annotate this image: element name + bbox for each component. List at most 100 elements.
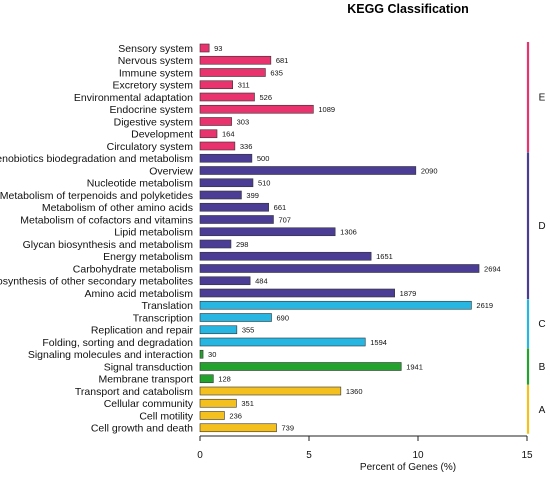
x-tick-label: 0 xyxy=(197,450,203,461)
bar xyxy=(199,153,253,163)
x-tick-label: 10 xyxy=(412,450,424,461)
bar-value-label: 93 xyxy=(214,44,222,53)
bar xyxy=(199,362,402,371)
bar xyxy=(199,178,254,188)
bar-value-label: 526 xyxy=(260,93,273,102)
bar xyxy=(199,398,237,408)
group-label: E xyxy=(539,93,546,104)
bar xyxy=(199,43,210,53)
bar xyxy=(199,313,272,322)
x-tick-label: 5 xyxy=(306,450,312,461)
group-label: B xyxy=(539,362,546,373)
category-label: Folding, sorting and degradation xyxy=(42,337,193,349)
bar xyxy=(199,276,251,286)
chart-title: KEGG Classification xyxy=(347,2,469,16)
bar xyxy=(199,349,204,359)
bar xyxy=(199,129,218,139)
bar xyxy=(199,288,395,298)
category-label: Xenobiotics biodegradation and metabolis… xyxy=(0,153,193,165)
bar-value-label: 303 xyxy=(237,117,250,126)
bars-layer: Sensory system 93 Nervous system 681 Immune … xyxy=(0,43,501,435)
bar-value-label: 1879 xyxy=(400,289,417,298)
bar xyxy=(199,166,417,175)
bar xyxy=(199,80,234,90)
bar-value-label: 681 xyxy=(276,56,289,65)
bar xyxy=(199,141,236,151)
bar-value-label: 164 xyxy=(222,130,235,139)
bar-value-label: 355 xyxy=(242,326,255,335)
category-label: Energy metabolism xyxy=(103,251,193,263)
category-label: Nervous system xyxy=(118,55,194,67)
bar xyxy=(199,423,277,433)
category-label: Signal transduction xyxy=(104,361,193,373)
bar-value-label: 484 xyxy=(255,277,268,286)
category-label: Digestive system xyxy=(114,116,194,128)
bar xyxy=(199,117,232,126)
category-label: Amino acid metabolism xyxy=(84,288,193,300)
bar xyxy=(199,411,225,420)
category-label: Nucleotide metabolism xyxy=(87,178,193,190)
bar xyxy=(199,202,269,212)
category-label: Overview xyxy=(149,165,193,177)
category-label: Environmental adaptation xyxy=(74,92,193,104)
category-label: Circulatory system xyxy=(107,141,194,153)
x-axis: 0 5 10 15 xyxy=(197,435,533,461)
category-label: Lipid metabolism xyxy=(114,227,193,239)
category-label: Transcription xyxy=(133,312,193,324)
bar-value-label: 739 xyxy=(282,424,295,433)
group-brackets: E D C B A xyxy=(526,42,546,434)
group-label: D xyxy=(538,221,545,232)
category-label: Carbohydrate metabolism xyxy=(73,263,193,275)
group-label: C xyxy=(538,319,545,330)
bar-value-label: 1306 xyxy=(340,228,357,237)
bar-value-label: 661 xyxy=(274,203,287,212)
bar-value-label: 2694 xyxy=(484,264,501,273)
bar xyxy=(199,337,366,347)
bar-value-label: 707 xyxy=(278,215,291,224)
bar xyxy=(199,374,214,384)
bar xyxy=(199,55,272,65)
bar-value-label: 399 xyxy=(246,191,259,200)
bar-value-label: 1651 xyxy=(376,252,393,261)
bar xyxy=(199,215,274,224)
category-label: Cellular community xyxy=(104,398,194,410)
category-label: Cell motility xyxy=(139,410,193,422)
bar-value-label: 236 xyxy=(229,411,242,420)
bar-value-label: 2619 xyxy=(476,301,493,310)
bar-value-label: 1941 xyxy=(406,362,423,371)
bar xyxy=(199,325,238,335)
bar-value-label: 351 xyxy=(241,399,254,408)
category-label: Cell growth and death xyxy=(91,423,193,435)
bar xyxy=(199,300,472,310)
bar-value-label: 298 xyxy=(236,240,249,249)
x-axis-title: Percent of Genes (%) xyxy=(360,462,456,473)
group-label: A xyxy=(539,405,546,416)
bar xyxy=(199,239,232,249)
category-label: Replication and repair xyxy=(91,325,194,337)
bar-value-label: 128 xyxy=(218,375,231,384)
bar xyxy=(199,92,255,102)
bar-value-label: 30 xyxy=(208,350,216,359)
category-label: Metabolism of other amino acids xyxy=(42,202,193,214)
bar-value-label: 336 xyxy=(240,142,253,151)
bar xyxy=(199,227,336,237)
category-label: Membrane transport xyxy=(98,374,193,386)
category-label: Immune system xyxy=(119,67,193,79)
category-label: Endocrine system xyxy=(110,104,194,116)
bar-value-label: 1360 xyxy=(346,387,363,396)
bar-value-label: 500 xyxy=(257,154,270,163)
category-label: Metabolism of cofactors and vitamins xyxy=(20,214,193,226)
category-label: Transport and catabolism xyxy=(75,386,193,398)
category-label: Development xyxy=(131,129,193,141)
bar xyxy=(199,251,372,261)
category-label: Signaling molecules and interaction xyxy=(28,349,193,361)
category-label: Excretory system xyxy=(112,80,193,92)
x-tick-label: 15 xyxy=(521,450,533,461)
bar xyxy=(199,386,342,396)
bar-value-label: 1594 xyxy=(370,338,387,347)
category-label: Translation xyxy=(141,300,193,312)
bar xyxy=(199,68,266,77)
category-label: Sensory system xyxy=(118,43,193,55)
bar xyxy=(199,190,242,200)
bar-value-label: 690 xyxy=(277,313,290,322)
